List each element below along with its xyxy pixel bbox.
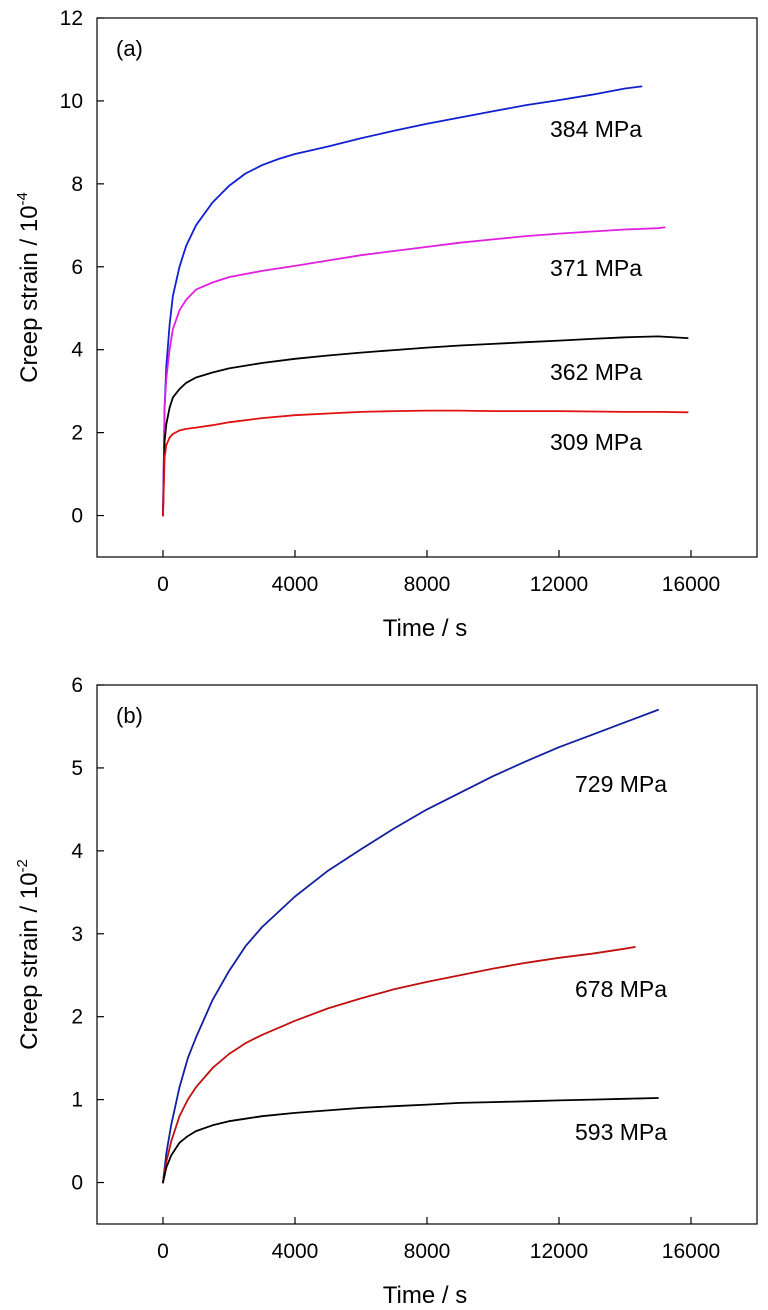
chart-panel-a: 0 4000 8000 12000 16000 0 2 4 6 8 10 12 (a) Time / s C…: [14, 7, 758, 642]
x-tick-label: 12000: [530, 573, 588, 596]
x-tick-label: 8000: [404, 1240, 451, 1263]
x-tick-label: 4000: [272, 1240, 319, 1263]
x-axis-label: Time / s: [383, 1282, 467, 1309]
series-line-384-mpa: [162, 85, 643, 517]
x-tick-label: 8000: [404, 573, 451, 596]
series-line-678-mpa: [162, 946, 636, 1184]
chart-panel-b: 0 4000 8000 12000 16000 0 1 2 3 4 5 6 (b) Time / s Cre…: [14, 674, 758, 1309]
y-tick-label: 10: [60, 90, 83, 113]
y-axis-label-exponent: -4: [14, 192, 31, 205]
y-tick-label: 1: [71, 1089, 83, 1112]
y-axis-label-exponent: -2: [14, 859, 31, 872]
series-label-362-mpa: 362 MPa: [550, 359, 642, 385]
x-tick-label: 0: [157, 1240, 169, 1263]
series-line-371-mpa: [162, 226, 666, 517]
series-label-384-mpa: 384 MPa: [550, 116, 642, 142]
y-axis-label: Creep strain / 10-4: [14, 192, 43, 383]
x-tick-label: 16000: [662, 573, 720, 596]
series-line-362-mpa: [162, 335, 689, 517]
y-tick-label: 6: [71, 674, 83, 697]
y-tick-label: 6: [71, 256, 83, 279]
series-line-593-mpa: [162, 1097, 659, 1184]
y-tick-label: 5: [71, 757, 83, 780]
y-tick-label: 2: [71, 1006, 83, 1029]
series-label-371-mpa: 371 MPa: [550, 255, 642, 281]
y-tick-label: 0: [71, 1172, 83, 1195]
panel-label: (b): [116, 703, 143, 728]
y-axis-label: Creep strain / 10-2: [14, 859, 43, 1050]
x-axis-label: Time / s: [383, 615, 467, 642]
y-tick-label: 4: [71, 840, 83, 863]
plot-frame: [96, 17, 758, 558]
y-tick-label: 2: [71, 422, 83, 445]
series-label-678-mpa: 678 MPa: [575, 976, 667, 1002]
series-label-593-mpa: 593 MPa: [575, 1119, 667, 1145]
x-tick-label: 0: [157, 573, 169, 596]
x-tick-label: 4000: [272, 573, 319, 596]
y-tick-label: 12: [60, 7, 83, 30]
panel-label: (a): [116, 36, 143, 61]
y-tick-label: 8: [71, 173, 83, 196]
x-tick-label: 12000: [530, 1240, 588, 1263]
series-label-309-mpa: 309 MPa: [550, 429, 642, 455]
y-tick-label: 3: [71, 923, 83, 946]
x-tick-label: 16000: [662, 1240, 720, 1263]
series-line-309-mpa: [162, 409, 689, 517]
series-label-729-mpa: 729 MPa: [575, 771, 667, 797]
y-tick-label: 4: [71, 339, 83, 362]
series-line-729-mpa: [162, 709, 659, 1184]
y-tick-label: 0: [71, 505, 83, 528]
